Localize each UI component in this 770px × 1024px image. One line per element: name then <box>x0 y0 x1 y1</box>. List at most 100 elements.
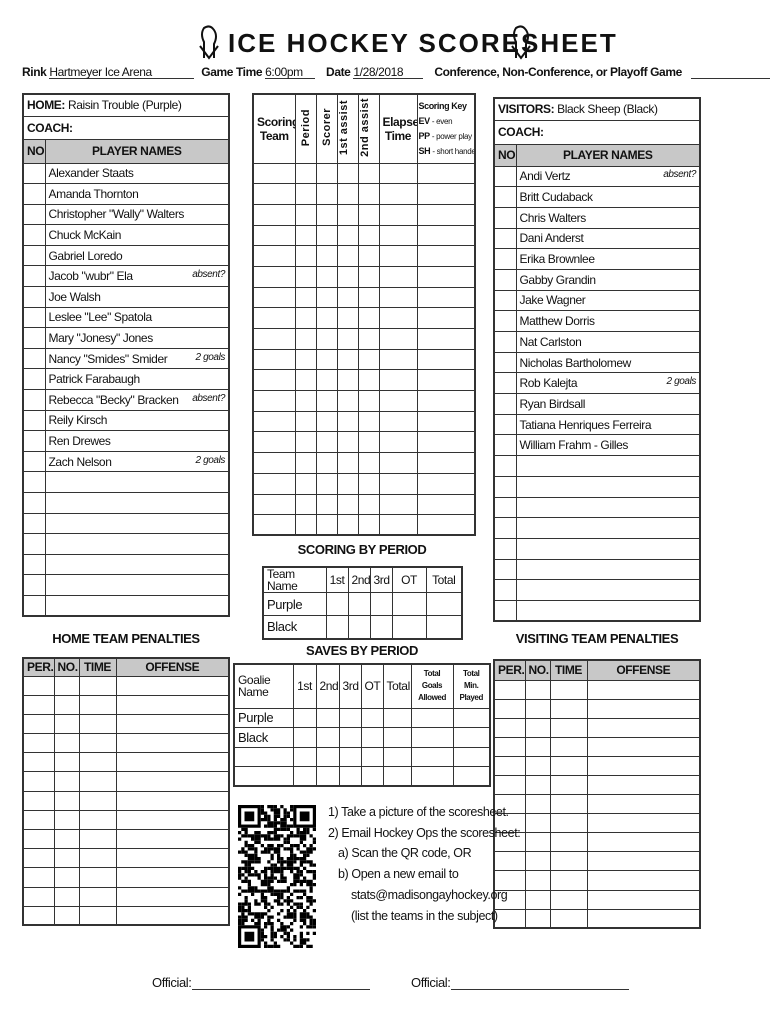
entry-cell[interactable] <box>294 493 317 516</box>
player-number-cell[interactable] <box>493 413 517 436</box>
player-name-cell[interactable] <box>44 574 230 596</box>
player-name-cell[interactable]: Mary "Jonesy" Jones <box>44 327 230 349</box>
player-number-cell[interactable] <box>22 409 46 432</box>
entry-cell[interactable] <box>315 472 338 495</box>
entry-cell[interactable] <box>22 828 55 850</box>
entry-cell[interactable] <box>493 717 526 738</box>
entry-cell[interactable] <box>53 905 80 926</box>
entry-cell[interactable] <box>294 431 317 454</box>
saves-cell[interactable] <box>338 727 362 748</box>
entry-cell[interactable] <box>524 870 551 891</box>
entry-cell[interactable] <box>22 752 55 773</box>
player-name-cell[interactable] <box>515 537 701 560</box>
game-time-field[interactable]: 6:00pm <box>265 65 316 79</box>
entry-cell[interactable] <box>378 203 418 226</box>
player-number-cell[interactable] <box>493 455 517 477</box>
entry-cell[interactable] <box>357 452 380 474</box>
entry-cell[interactable] <box>357 265 380 288</box>
player-name-cell[interactable] <box>44 492 230 514</box>
entry-cell[interactable] <box>315 286 338 309</box>
entry-cell[interactable] <box>357 203 380 226</box>
player-name-cell[interactable] <box>44 533 230 555</box>
entry-cell[interactable] <box>336 224 359 247</box>
entry-cell[interactable] <box>378 369 418 392</box>
entry-cell[interactable] <box>294 245 317 267</box>
entry-cell[interactable] <box>252 452 296 474</box>
player-number-cell[interactable] <box>493 434 517 457</box>
entry-cell[interactable] <box>315 390 338 412</box>
entry-cell[interactable] <box>378 224 418 247</box>
goalie-name-cell[interactable] <box>233 766 294 787</box>
player-name-cell[interactable]: Rebecca "Becky" Bracken absent? <box>44 389 230 411</box>
entry-cell[interactable] <box>315 369 338 392</box>
player-name-cell[interactable]: Zach Nelson 2 goals <box>44 450 230 473</box>
entry-cell[interactable] <box>115 675 230 696</box>
player-number-cell[interactable] <box>22 553 46 576</box>
entry-cell[interactable] <box>416 452 476 474</box>
saves-cell[interactable] <box>315 766 340 787</box>
entry-cell[interactable] <box>22 867 55 888</box>
entry-cell[interactable] <box>416 348 476 371</box>
player-name-cell[interactable] <box>515 496 701 519</box>
entry-cell[interactable] <box>78 848 117 869</box>
entry-cell[interactable] <box>549 889 588 910</box>
entry-cell[interactable] <box>586 813 701 834</box>
player-number-cell[interactable] <box>493 289 517 312</box>
player-number-cell[interactable] <box>493 206 517 229</box>
player-name-cell[interactable]: Nat Carlston <box>515 331 701 353</box>
player-number-cell[interactable] <box>493 558 517 581</box>
player-number-cell[interactable] <box>493 599 517 622</box>
visitors-team-name[interactable]: Black Sheep (Black) <box>557 102 658 117</box>
player-name-cell[interactable]: Gabriel Loredo <box>44 244 230 267</box>
entry-cell[interactable] <box>524 698 551 719</box>
entry-cell[interactable] <box>315 452 338 474</box>
player-name-cell[interactable]: Chris Walters <box>515 206 701 229</box>
entry-cell[interactable] <box>416 410 476 433</box>
player-number-cell[interactable] <box>22 533 46 555</box>
entry-cell[interactable] <box>524 755 551 776</box>
saves-cell[interactable] <box>410 766 454 787</box>
entry-cell[interactable] <box>53 848 80 869</box>
entry-cell[interactable] <box>78 752 117 773</box>
entry-cell[interactable] <box>315 431 338 454</box>
entry-cell[interactable] <box>336 286 359 309</box>
entry-cell[interactable] <box>586 698 701 719</box>
entry-cell[interactable] <box>252 286 296 309</box>
saves-cell[interactable] <box>382 727 412 748</box>
entry-cell[interactable] <box>78 771 117 792</box>
entry-cell[interactable] <box>336 369 359 392</box>
entry-cell[interactable] <box>549 717 588 738</box>
player-number-cell[interactable] <box>493 268 517 291</box>
qr-code-icon[interactable] <box>238 805 316 948</box>
player-name-cell[interactable]: Christopher "Wally" Walters <box>44 203 230 226</box>
player-number-cell[interactable] <box>22 224 46 246</box>
player-name-cell[interactable]: Joe Walsh <box>44 286 230 308</box>
entry-cell[interactable] <box>252 390 296 412</box>
entry-cell[interactable] <box>416 369 476 392</box>
player-number-cell[interactable] <box>493 393 517 415</box>
entry-cell[interactable] <box>115 771 230 792</box>
entry-cell[interactable] <box>294 286 317 309</box>
entry-cell[interactable] <box>524 851 551 872</box>
score-cell[interactable] <box>347 592 371 616</box>
player-number-cell[interactable] <box>22 347 46 370</box>
saves-cell[interactable] <box>360 727 384 748</box>
entry-cell[interactable] <box>22 790 55 811</box>
entry-cell[interactable] <box>315 162 338 185</box>
entry-cell[interactable] <box>78 828 117 850</box>
saves-cell[interactable] <box>452 746 491 767</box>
entry-cell[interactable] <box>336 431 359 454</box>
entry-cell[interactable] <box>493 774 526 796</box>
saves-cell[interactable] <box>338 707 362 728</box>
player-number-cell[interactable] <box>22 183 46 205</box>
entry-cell[interactable] <box>357 162 380 185</box>
saves-cell[interactable] <box>338 766 362 787</box>
entry-cell[interactable] <box>549 679 588 700</box>
saves-cell[interactable] <box>315 727 340 748</box>
entry-cell[interactable] <box>416 265 476 288</box>
entry-cell[interactable] <box>524 813 551 834</box>
official-signature-field-1[interactable] <box>191 976 370 990</box>
saves-cell[interactable] <box>382 766 412 787</box>
entry-cell[interactable] <box>378 265 418 288</box>
entry-cell[interactable] <box>294 183 317 205</box>
